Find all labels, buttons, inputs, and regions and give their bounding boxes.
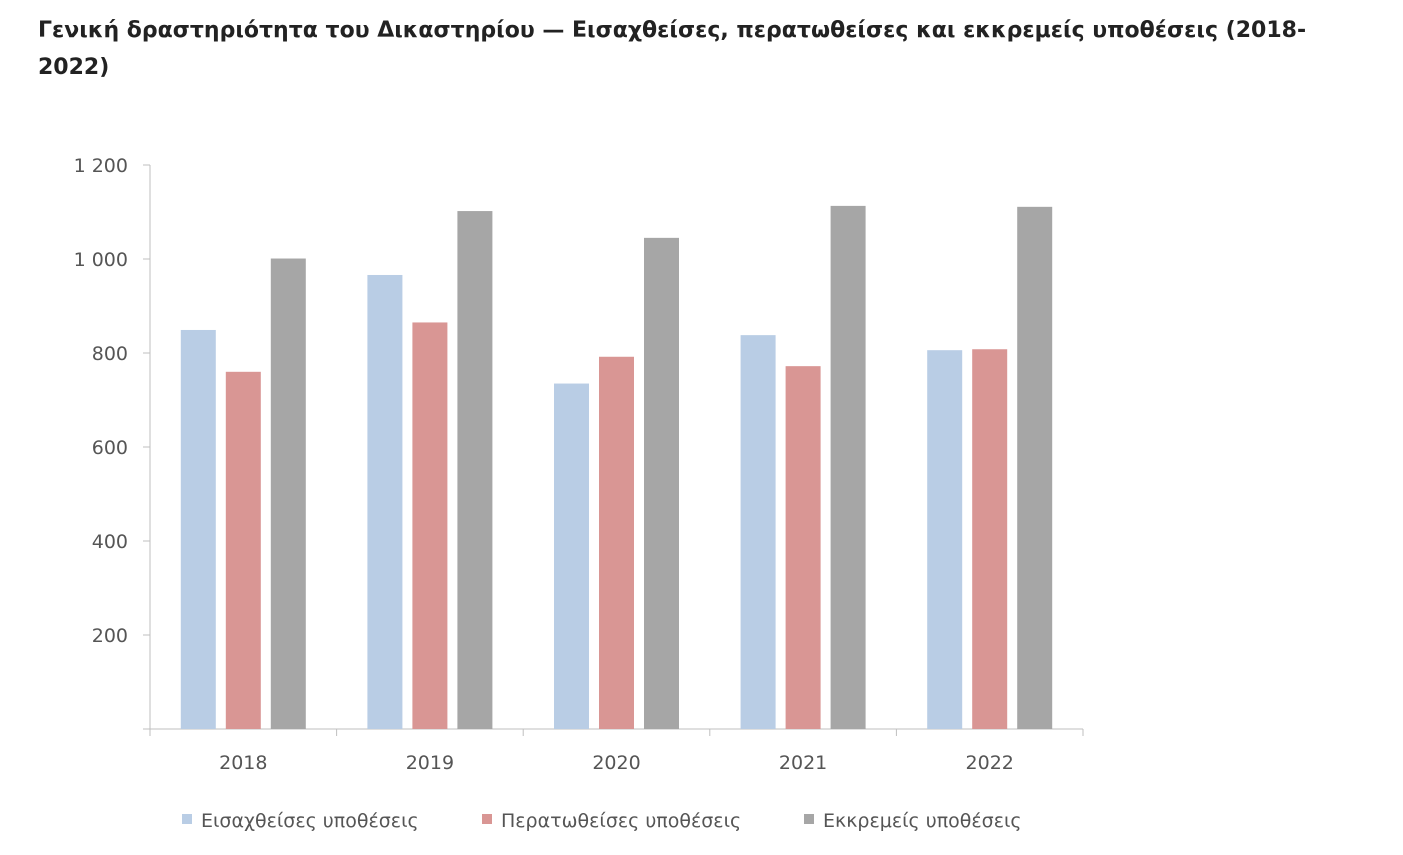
- legend-swatch-2: [482, 814, 492, 824]
- bar-2020-series-3: [644, 237, 679, 729]
- x-tick-label: 2021: [779, 752, 827, 774]
- legend-swatch-1: [182, 814, 192, 824]
- y-tick-label: 1 200: [74, 155, 128, 177]
- y-tick-label: 600: [92, 437, 128, 459]
- bar-2018-series-3: [270, 258, 306, 729]
- bar-2018-series-1: [180, 329, 216, 729]
- bar-2021-series-3: [830, 205, 866, 729]
- bar-2018-series-2: [225, 371, 261, 729]
- bar-2019-series-1: [367, 274, 403, 729]
- y-tick-label: 200: [92, 625, 128, 647]
- y-tick-label: 400: [92, 531, 128, 553]
- x-tick-label: 2019: [406, 752, 454, 774]
- bar-2022-series-3: [1017, 206, 1053, 729]
- x-tick-label: 2018: [219, 752, 267, 774]
- bar-2022-series-1: [927, 350, 963, 729]
- bar-2022-series-2: [972, 349, 1008, 729]
- bar-2020-series-1: [554, 383, 589, 729]
- x-tick-label: 2020: [592, 752, 640, 774]
- y-tick-label: 800: [92, 343, 128, 365]
- bar-2020-series-2: [599, 356, 634, 729]
- x-tick-label: 2022: [966, 752, 1014, 774]
- legend-label-3: Εκκρεμείς υποθέσεις: [823, 810, 1022, 832]
- legend-swatch-3: [804, 814, 814, 824]
- legend-label-2: Περατωθείσες υποθέσεις: [501, 810, 741, 832]
- bar-2021-series-2: [785, 366, 821, 729]
- legend-label-1: Εισαχθείσες υποθέσεις: [201, 810, 419, 832]
- bar-2019-series-2: [412, 322, 448, 729]
- chart-title: Γενική δραστηριότητα του Δικαστηρίου — Ε…: [38, 18, 1307, 80]
- bar-2021-series-1: [740, 335, 776, 729]
- bar-2019-series-3: [457, 211, 493, 729]
- y-tick-label: 1 000: [74, 249, 128, 271]
